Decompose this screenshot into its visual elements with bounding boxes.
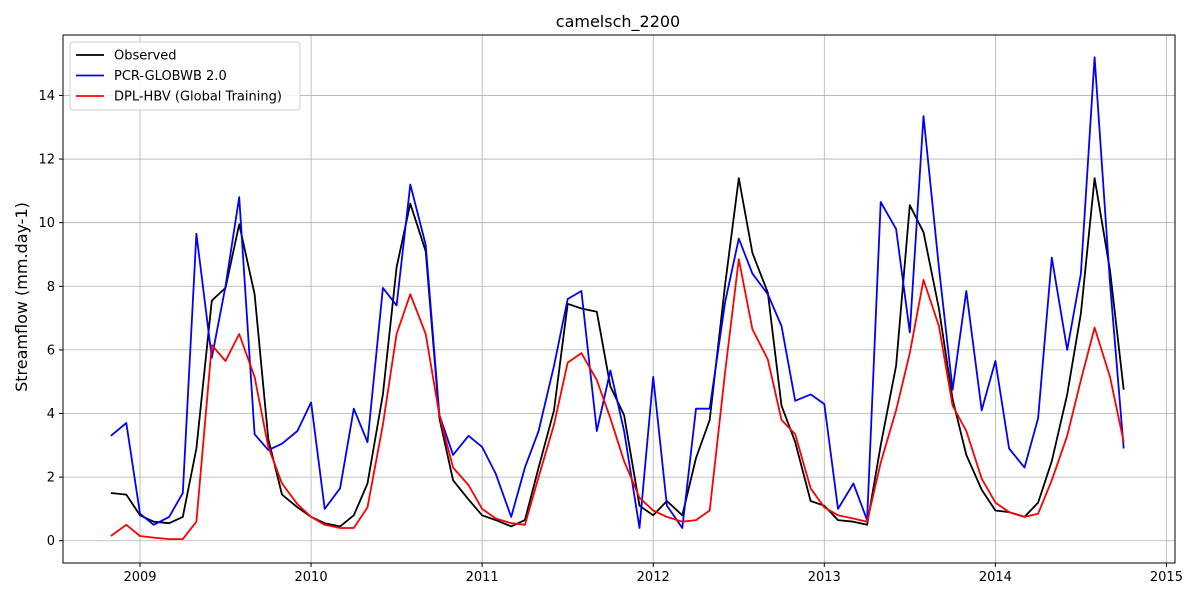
series-line-1 — [110, 56, 1125, 529]
x-tick-label: 2009 — [123, 570, 156, 585]
chart-title: camelsch_2200 — [556, 12, 680, 32]
x-axis-ticks: 2009 2010 2011 2012 2013 2014 2015 — [123, 563, 1183, 585]
x-tick-label: 2011 — [466, 570, 499, 585]
y-axis-label: Streamflow (mm.day-1) — [12, 202, 31, 392]
grid-lines — [63, 35, 1175, 563]
x-tick-label: 2014 — [979, 570, 1012, 585]
y-tick-label: 6 — [47, 343, 55, 358]
y-tick-label: 14 — [38, 89, 55, 104]
legend: Observed PCR-GLOBWB 2.0 DPL-HBV (Global Tr… — [69, 41, 301, 111]
series-line-0 — [110, 177, 1125, 528]
y-tick-label: 12 — [38, 153, 55, 168]
x-tick-label: 2013 — [808, 570, 841, 585]
x-tick-label: 2012 — [637, 570, 670, 585]
series-line-2 — [110, 258, 1125, 540]
x-tick-label: 2010 — [295, 570, 328, 585]
y-axis-ticks: 0 2 4 6 8 10 12 14 — [38, 89, 63, 549]
legend-label: DPL-HBV (Global Training) — [114, 90, 282, 105]
y-tick-label: 10 — [38, 216, 55, 231]
y-tick-label: 4 — [47, 407, 55, 422]
y-tick-label: 0 — [47, 534, 55, 549]
legend-label: PCR-GLOBWB 2.0 — [114, 69, 227, 84]
series-lines — [110, 56, 1125, 540]
legend-box — [69, 41, 301, 111]
legend-label: Observed — [114, 49, 177, 64]
plot-frame — [62, 34, 1176, 564]
y-tick-label: 2 — [47, 471, 55, 486]
x-tick-label: 2015 — [1150, 570, 1183, 585]
y-tick-label: 8 — [47, 280, 55, 295]
